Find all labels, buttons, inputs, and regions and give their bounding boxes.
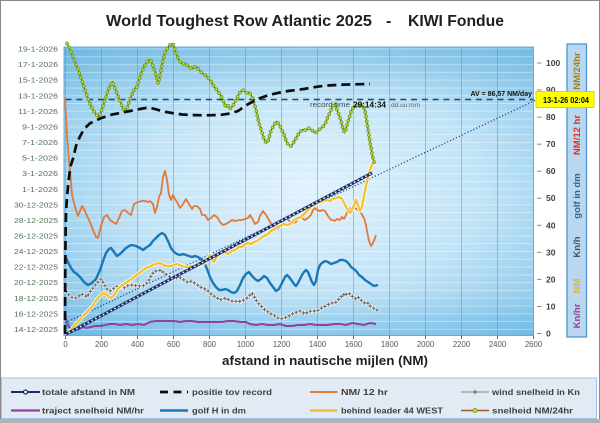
svg-text:NM/24hr: NM/24hr xyxy=(572,52,583,90)
svg-text:traject snelheid NM/hr: traject snelheid NM/hr xyxy=(42,406,145,416)
svg-text:400: 400 xyxy=(131,340,145,349)
svg-text:1600: 1600 xyxy=(345,340,363,349)
svg-text:17-1-2026: 17-1-2026 xyxy=(18,60,58,69)
svg-text:22-12-2025: 22-12-2025 xyxy=(14,263,58,272)
svg-text:2000: 2000 xyxy=(417,340,435,349)
svg-text:3-1-2026: 3-1-2026 xyxy=(22,169,58,178)
svg-text:AV = 86,57 NM/day: AV = 86,57 NM/day xyxy=(470,91,532,98)
svg-text:Kn/hr: Kn/hr xyxy=(572,303,583,328)
svg-text:600: 600 xyxy=(167,340,181,349)
svg-text:golf in dm: golf in dm xyxy=(572,173,583,218)
svg-text:70: 70 xyxy=(546,139,556,149)
svg-text:5-1-2026: 5-1-2026 xyxy=(22,154,58,163)
svg-text:1000: 1000 xyxy=(237,340,255,349)
svg-text:NM/ 12 hr: NM/ 12 hr xyxy=(341,387,389,397)
svg-text:14-12-2025: 14-12-2025 xyxy=(14,325,58,334)
svg-text:behind leader 44 WEST: behind leader 44 WEST xyxy=(341,406,444,416)
svg-text:1200: 1200 xyxy=(273,340,291,349)
svg-text:200: 200 xyxy=(95,340,109,349)
svg-text:20-12-2025: 20-12-2025 xyxy=(14,278,58,287)
svg-text:totale afstand in NM: totale afstand in NM xyxy=(42,387,135,397)
svg-text:2200: 2200 xyxy=(453,340,471,349)
svg-text:dd:uu:mm: dd:uu:mm xyxy=(391,102,420,109)
svg-text:1800: 1800 xyxy=(381,340,399,349)
svg-text:800: 800 xyxy=(203,340,217,349)
svg-text:Kn/h: Kn/h xyxy=(572,236,583,257)
svg-text:wind snelheid in Kn: wind snelheid in Kn xyxy=(491,387,580,397)
svg-text:1400: 1400 xyxy=(309,340,327,349)
svg-text:15-1-2026: 15-1-2026 xyxy=(18,76,58,85)
svg-text:World Toughest Row Atlantic 20: World Toughest Row Atlantic 2025- KIWI Fo… xyxy=(106,13,504,30)
svg-text:13-1-2026: 13-1-2026 xyxy=(18,91,58,100)
svg-text:16-12-2025: 16-12-2025 xyxy=(14,309,58,318)
svg-text:30: 30 xyxy=(546,247,556,257)
svg-text:positie tov record: positie tov record xyxy=(192,387,272,397)
svg-text:50: 50 xyxy=(546,193,556,203)
svg-text:19-1-2026: 19-1-2026 xyxy=(18,45,58,54)
svg-text:100: 100 xyxy=(546,58,560,68)
svg-text:snelheid NM/24hr: snelheid NM/24hr xyxy=(492,406,574,416)
svg-text:90: 90 xyxy=(546,85,556,95)
svg-text:28-12-2025: 28-12-2025 xyxy=(14,216,58,225)
svg-text:0: 0 xyxy=(546,329,551,339)
svg-text:26-12-2025: 26-12-2025 xyxy=(14,232,58,241)
svg-text:NM/12 hr: NM/12 hr xyxy=(572,115,583,155)
svg-text:24-12-2025: 24-12-2025 xyxy=(14,247,58,256)
svg-text:11-1-2026: 11-1-2026 xyxy=(18,107,58,116)
svg-text:record time: record time xyxy=(310,102,350,109)
svg-text:7-1-2026: 7-1-2026 xyxy=(22,138,58,147)
svg-text:30-12-2025: 30-12-2025 xyxy=(14,200,58,209)
svg-text:80: 80 xyxy=(546,112,556,122)
svg-text:29:14:34: 29:14:34 xyxy=(353,100,386,110)
svg-text:18-12-2025: 18-12-2025 xyxy=(14,294,58,303)
svg-text:2600: 2600 xyxy=(525,340,543,349)
svg-text:40: 40 xyxy=(546,220,556,230)
svg-text:10: 10 xyxy=(546,302,556,312)
svg-text:13-1-26 02:04: 13-1-26 02:04 xyxy=(543,96,590,105)
svg-text:2400: 2400 xyxy=(489,340,507,349)
svg-text:golf H in dm: golf H in dm xyxy=(192,406,246,416)
svg-text:9-1-2026: 9-1-2026 xyxy=(22,123,58,132)
svg-text:60: 60 xyxy=(546,166,556,176)
svg-text:1-1-2026: 1-1-2026 xyxy=(22,185,58,194)
svg-text:0: 0 xyxy=(63,340,68,349)
svg-text:20: 20 xyxy=(546,274,556,284)
svg-text:NM: NM xyxy=(572,279,583,294)
svg-text:afstand in nautische mijlen (N: afstand in nautische mijlen (NM) xyxy=(222,353,428,368)
